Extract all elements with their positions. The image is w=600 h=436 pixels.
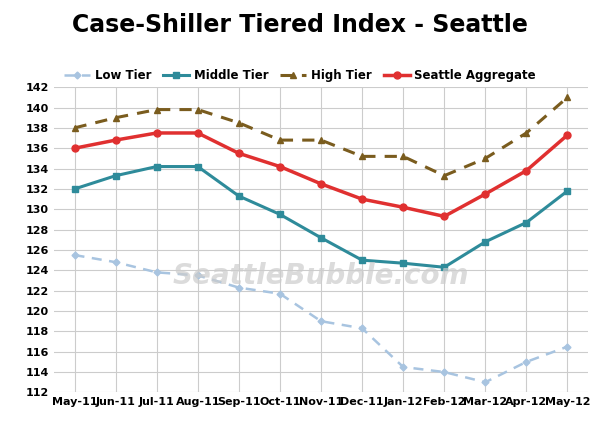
Low Tier (277, 291, 284, 296)
Middle Tier (153, 164, 160, 169)
Middle Tier (400, 261, 407, 266)
Seattle Aggregate (71, 146, 78, 151)
Line: High Tier: High Tier (71, 94, 571, 179)
Middle Tier (194, 164, 202, 169)
Legend: Low Tier, Middle Tier, High Tier, Seattle Aggregate: Low Tier, Middle Tier, High Tier, Seattl… (59, 65, 541, 87)
Middle Tier (482, 239, 489, 245)
Low Tier (112, 259, 119, 265)
High Tier (564, 95, 571, 100)
Low Tier (71, 252, 78, 258)
Low Tier (153, 270, 160, 275)
High Tier (317, 137, 325, 143)
Seattle Aggregate (277, 164, 284, 169)
Low Tier (400, 364, 407, 370)
Seattle Aggregate (112, 137, 119, 143)
High Tier (71, 125, 78, 130)
Low Tier (317, 319, 325, 324)
Low Tier (194, 273, 202, 278)
Seattle Aggregate (358, 197, 365, 202)
Text: Case-Shiller Tiered Index - Seattle: Case-Shiller Tiered Index - Seattle (72, 13, 528, 37)
Middle Tier (112, 173, 119, 178)
Seattle Aggregate (153, 130, 160, 136)
Seattle Aggregate (523, 168, 530, 173)
High Tier (400, 154, 407, 159)
High Tier (523, 130, 530, 136)
Seattle Aggregate (564, 133, 571, 138)
High Tier (358, 154, 365, 159)
Low Tier (523, 359, 530, 364)
Middle Tier (564, 188, 571, 194)
Middle Tier (71, 186, 78, 191)
Middle Tier (277, 212, 284, 217)
Seattle Aggregate (235, 151, 242, 156)
High Tier (153, 107, 160, 112)
Line: Low Tier: Low Tier (72, 252, 570, 385)
High Tier (482, 156, 489, 161)
Seattle Aggregate (400, 204, 407, 210)
Line: Middle Tier: Middle Tier (71, 163, 571, 271)
Middle Tier (440, 265, 448, 270)
Low Tier (358, 326, 365, 331)
High Tier (112, 115, 119, 120)
High Tier (194, 107, 202, 112)
Middle Tier (358, 258, 365, 263)
Seattle Aggregate (482, 191, 489, 197)
Line: Seattle Aggregate: Seattle Aggregate (71, 129, 571, 220)
High Tier (235, 120, 242, 126)
Seattle Aggregate (317, 181, 325, 187)
High Tier (277, 137, 284, 143)
Middle Tier (317, 235, 325, 240)
Low Tier (235, 285, 242, 290)
Seattle Aggregate (194, 130, 202, 136)
Middle Tier (523, 220, 530, 225)
Low Tier (440, 369, 448, 375)
Low Tier (564, 344, 571, 349)
Seattle Aggregate (440, 214, 448, 219)
Middle Tier (235, 194, 242, 199)
Low Tier (482, 380, 489, 385)
Text: SeattleBubble.com: SeattleBubble.com (173, 262, 469, 290)
High Tier (440, 173, 448, 178)
